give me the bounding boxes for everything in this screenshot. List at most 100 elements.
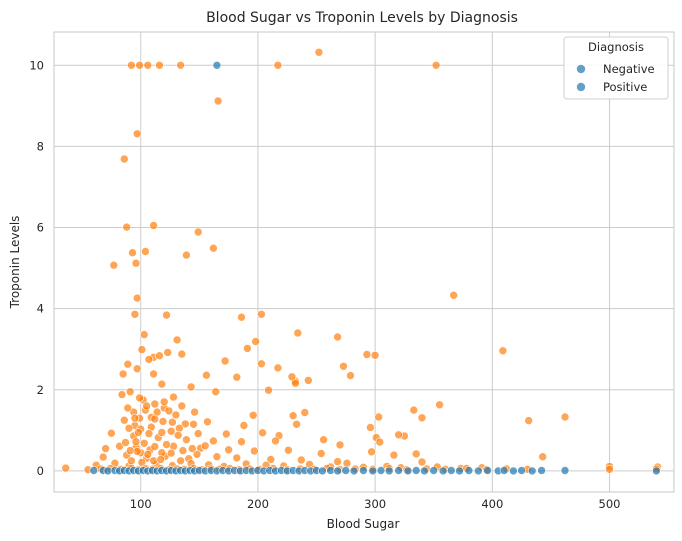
data-point	[291, 378, 300, 388]
data-point	[182, 250, 191, 260]
data-point	[168, 417, 177, 427]
data-point	[118, 369, 128, 379]
data-point	[605, 464, 614, 474]
data-point	[130, 413, 140, 423]
data-point	[134, 428, 143, 437]
data-point	[411, 466, 421, 475]
data-point	[177, 349, 187, 359]
data-point	[359, 466, 368, 475]
data-point	[403, 466, 413, 476]
data-point	[339, 361, 348, 371]
data-point	[264, 385, 273, 395]
data-point	[169, 392, 178, 402]
data-point	[125, 446, 135, 455]
y-tick-label: 10	[29, 58, 44, 72]
data-point	[212, 61, 222, 70]
y-tick-label: 8	[37, 139, 44, 153]
data-point	[193, 227, 203, 237]
data-point	[341, 466, 351, 475]
data-point	[149, 456, 158, 466]
data-point	[335, 440, 345, 450]
data-point	[429, 466, 439, 475]
data-point	[143, 61, 153, 70]
data-point	[123, 403, 133, 413]
data-point	[144, 429, 154, 438]
data-point	[155, 351, 164, 361]
x-tick-label: 500	[599, 497, 621, 511]
data-point	[162, 440, 171, 449]
data-point	[176, 456, 185, 466]
data-point	[101, 444, 110, 453]
data-point	[527, 466, 537, 476]
data-point	[303, 376, 313, 385]
legend-label-positive: Positive	[603, 80, 647, 94]
legend: Diagnosis Negative Positive	[563, 36, 669, 100]
data-point	[202, 370, 211, 380]
data-point	[135, 61, 144, 70]
data-point	[374, 412, 384, 422]
data-point	[394, 466, 403, 475]
data-point	[200, 441, 210, 451]
data-point	[438, 466, 448, 476]
data-point	[128, 248, 137, 257]
legend-marker-negative	[576, 64, 586, 74]
data-point	[163, 348, 172, 357]
data-point	[251, 337, 260, 346]
data-point	[171, 410, 181, 420]
data-point	[271, 436, 280, 446]
data-point	[224, 445, 233, 455]
data-point	[107, 428, 116, 438]
data-point	[537, 466, 546, 475]
data-point	[155, 61, 164, 70]
data-point	[560, 466, 570, 475]
data-point	[139, 330, 149, 339]
data-point	[166, 426, 176, 436]
data-point	[333, 457, 342, 466]
data-point	[346, 371, 355, 380]
legend-marker-positive	[576, 82, 586, 92]
data-point	[211, 387, 220, 397]
data-point	[132, 129, 142, 139]
data-point	[349, 466, 359, 476]
data-point	[319, 435, 328, 445]
data-point	[139, 438, 149, 448]
data-point	[464, 466, 474, 475]
data-point	[498, 346, 508, 356]
x-tick-label: 400	[481, 497, 503, 511]
data-point	[132, 293, 142, 303]
data-point	[127, 61, 136, 70]
data-point	[156, 455, 165, 464]
data-point	[524, 416, 534, 425]
data-point	[213, 96, 223, 106]
y-tick-label: 2	[37, 383, 44, 397]
x-tick-label: 100	[130, 497, 152, 511]
data-point	[157, 428, 167, 437]
data-point	[159, 397, 169, 407]
data-point	[239, 421, 249, 430]
y-tick-label: 0	[37, 464, 44, 478]
chart-title: Blood Sugar vs Troponin Levels by Diagno…	[206, 10, 518, 26]
data-point	[287, 372, 297, 382]
data-point	[109, 260, 119, 270]
data-point	[178, 446, 188, 455]
data-point	[243, 344, 252, 353]
data-point	[141, 247, 150, 256]
data-point	[409, 405, 419, 415]
data-point	[166, 448, 176, 458]
data-point	[431, 61, 441, 70]
data-point	[192, 449, 202, 459]
data-point	[316, 449, 326, 458]
data-point	[125, 387, 135, 397]
y-tick-label: 6	[37, 221, 44, 235]
data-point	[376, 466, 386, 475]
data-point	[124, 423, 134, 433]
data-point	[186, 382, 196, 392]
data-point	[509, 466, 518, 476]
data-point	[296, 455, 306, 465]
data-point	[135, 393, 144, 403]
data-point	[189, 419, 198, 429]
data-point	[375, 437, 385, 447]
data-point	[144, 355, 154, 364]
data-point	[150, 399, 160, 409]
data-point	[284, 445, 293, 455]
